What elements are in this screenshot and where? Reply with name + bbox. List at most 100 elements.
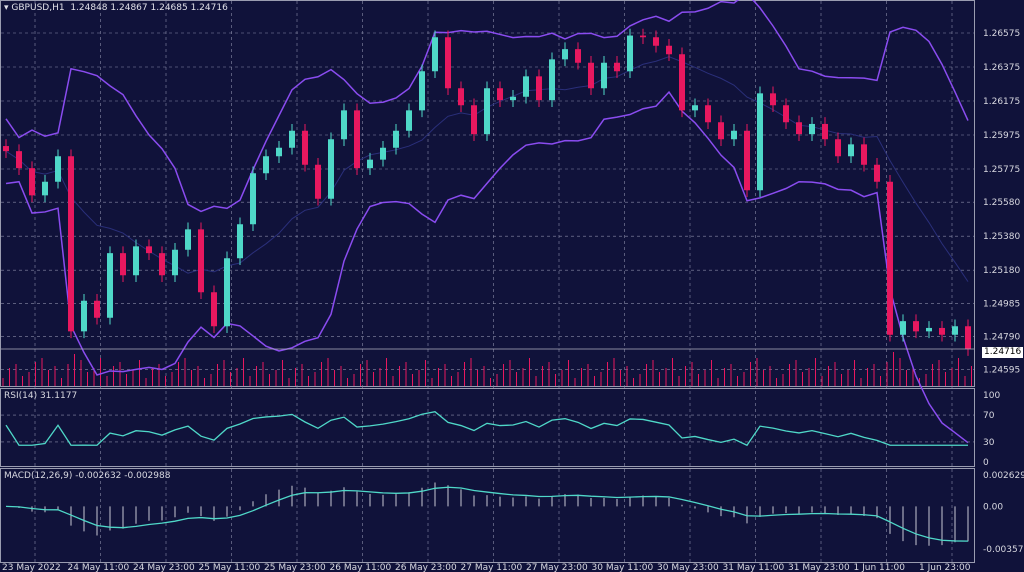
time-tick-label: 30 May 23:00 bbox=[657, 563, 719, 572]
time-tick-label: 30 May 11:00 bbox=[592, 563, 654, 572]
time-tick-label: 27 May 11:00 bbox=[461, 563, 523, 572]
bull-candle bbox=[757, 93, 763, 191]
price-tick-label: 1.26175 bbox=[983, 97, 1020, 107]
bull-candle bbox=[562, 49, 568, 60]
open-value: 1.24848 bbox=[70, 3, 108, 13]
rsi-title: RSI(14) 31.1177 bbox=[4, 391, 78, 401]
bull-candle bbox=[952, 326, 958, 335]
bull-candle bbox=[393, 130, 399, 148]
bear-candle bbox=[653, 37, 659, 46]
bull-candle bbox=[185, 229, 191, 250]
price-tick-label: 1.25975 bbox=[983, 131, 1020, 141]
time-tick-label: 24 May 23:00 bbox=[133, 563, 195, 572]
bull-candle bbox=[601, 62, 607, 89]
time-tick-label: 24 May 11:00 bbox=[68, 563, 130, 572]
bull-candle bbox=[341, 110, 347, 140]
bull-candle bbox=[510, 96, 516, 101]
bear-candle bbox=[640, 35, 646, 38]
macd-tick-label: 0.002629 bbox=[983, 471, 1024, 481]
close-value: 1.24716 bbox=[190, 3, 228, 13]
time-tick-label: 31 May 11:00 bbox=[723, 563, 785, 572]
bollinger-lower-band bbox=[5, 90, 969, 444]
price-tick-label: 1.25775 bbox=[983, 165, 1020, 175]
price-tick-label: 1.24790 bbox=[983, 332, 1020, 342]
bear-candle bbox=[497, 88, 503, 101]
bull-candle bbox=[172, 249, 178, 276]
bear-candle bbox=[445, 37, 451, 89]
collapse-triangle-icon[interactable]: ▾ bbox=[4, 3, 9, 13]
low-value: 1.24685 bbox=[150, 3, 188, 13]
rsi-tick-label: 0 bbox=[983, 458, 989, 468]
bull-candle bbox=[406, 110, 412, 131]
bull-candle bbox=[289, 130, 295, 148]
rsi-line bbox=[5, 411, 968, 447]
price-tick-label: 1.24595 bbox=[983, 366, 1020, 376]
bear-candle bbox=[211, 292, 217, 327]
bull-candle bbox=[692, 105, 698, 111]
bear-candle bbox=[874, 164, 880, 182]
bull-candle bbox=[55, 156, 61, 182]
bear-candle bbox=[965, 326, 971, 350]
bull-candle bbox=[250, 173, 256, 225]
bull-candle bbox=[42, 181, 48, 196]
bull-candle bbox=[380, 147, 386, 160]
bear-candle bbox=[575, 49, 581, 63]
bull-candle bbox=[731, 130, 737, 140]
bear-candle bbox=[614, 62, 620, 72]
bear-candle bbox=[588, 62, 594, 89]
bear-candle bbox=[94, 300, 100, 318]
bull-candle bbox=[367, 159, 373, 169]
bull-candle bbox=[276, 147, 282, 157]
bull-candle bbox=[523, 76, 529, 97]
bull-candle bbox=[328, 139, 334, 199]
bear-candle bbox=[68, 156, 74, 332]
bear-candle bbox=[744, 130, 750, 191]
rsi-tick-label: 70 bbox=[983, 411, 995, 421]
bear-candle bbox=[861, 144, 867, 165]
bear-candle bbox=[913, 321, 919, 332]
bull-candle bbox=[809, 123, 815, 135]
bull-candle bbox=[549, 59, 555, 101]
bear-candle bbox=[835, 139, 841, 157]
bull-candle bbox=[627, 35, 633, 72]
price-tick-label: 1.26375 bbox=[983, 63, 1020, 73]
bull-candle bbox=[224, 258, 230, 327]
symbol-label: GBPUSD,H1 bbox=[11, 3, 65, 13]
bear-candle bbox=[198, 229, 204, 293]
bear-candle bbox=[29, 168, 35, 196]
time-tick-label: 23 May 2022 bbox=[2, 563, 61, 572]
bear-candle bbox=[302, 130, 308, 165]
bear-candle bbox=[120, 253, 126, 276]
bull-candle bbox=[107, 253, 113, 318]
symbol-header: ▾ GBPUSD,H1 1.24848 1.24867 1.24685 1.24… bbox=[4, 3, 228, 13]
bull-candle bbox=[432, 37, 438, 72]
bear-candle bbox=[3, 146, 9, 152]
bull-candle bbox=[419, 71, 425, 111]
bear-candle bbox=[783, 105, 789, 123]
bear-candle bbox=[705, 105, 711, 123]
price-tick-label: 1.25380 bbox=[983, 232, 1020, 242]
macd-signal-line bbox=[5, 486, 969, 542]
bear-candle bbox=[16, 151, 22, 169]
bear-candle bbox=[354, 110, 360, 169]
rsi-tick-label: 30 bbox=[983, 438, 995, 448]
bull-candle bbox=[81, 300, 87, 332]
bull-candle bbox=[926, 327, 932, 332]
bear-candle bbox=[536, 76, 542, 101]
macd-title: MACD(12,26,9) -0.002632 -0.002988 bbox=[4, 471, 171, 481]
current-price-label: 1.24716 bbox=[982, 347, 1024, 358]
bear-candle bbox=[146, 246, 152, 254]
bear-candle bbox=[666, 45, 672, 55]
bear-candle bbox=[471, 105, 477, 135]
time-tick-label: 27 May 23:00 bbox=[526, 563, 588, 572]
bear-candle bbox=[887, 181, 893, 335]
time-tick-label: 25 May 23:00 bbox=[264, 563, 326, 572]
time-tick-label: 25 May 11:00 bbox=[199, 563, 261, 572]
bollinger-upper-band bbox=[5, 0, 969, 213]
time-tick-label: 31 May 23:00 bbox=[788, 563, 850, 572]
bull-candle bbox=[237, 224, 243, 259]
bull-candle bbox=[484, 88, 490, 135]
high-value: 1.24867 bbox=[110, 3, 148, 13]
bull-candle bbox=[263, 156, 269, 174]
